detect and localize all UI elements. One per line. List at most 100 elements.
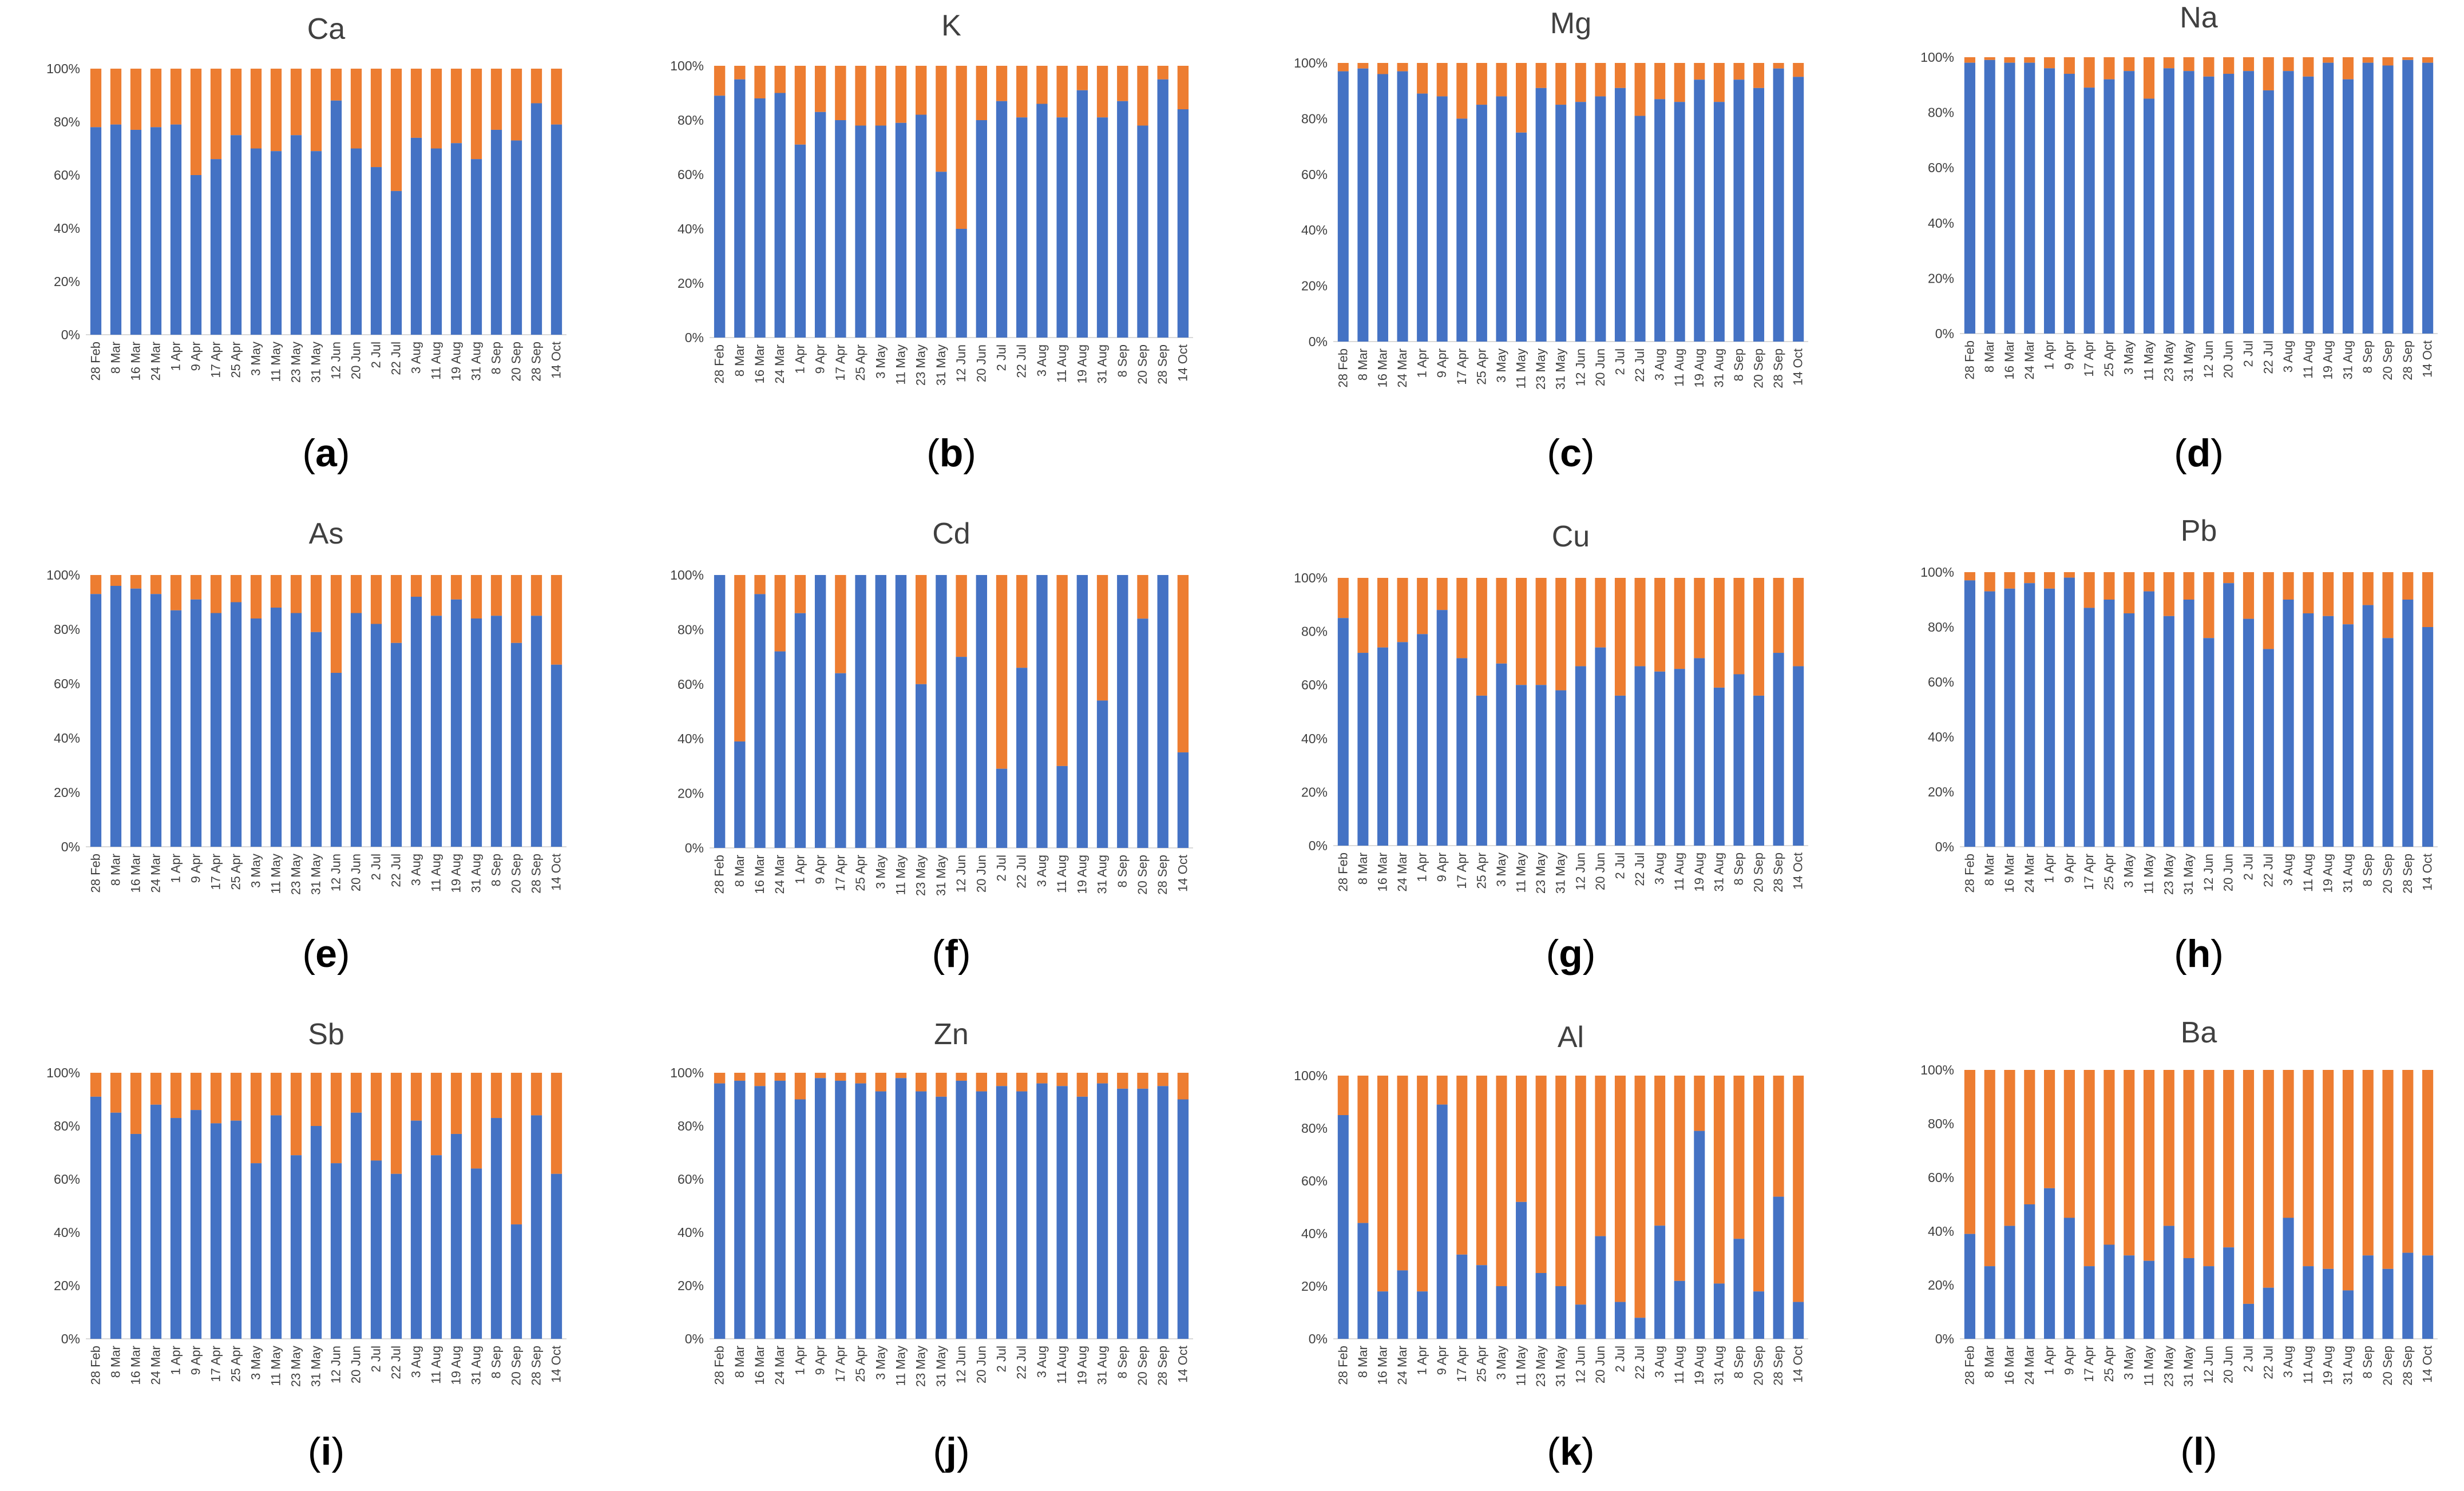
- bar-value: [470, 159, 482, 335]
- bar-remainder: [956, 575, 967, 657]
- x-tick-label: 1 Apr: [2042, 1346, 2057, 1375]
- x-tick-label: 24 Mar: [773, 1346, 787, 1385]
- x-tick-label: 31 May: [309, 854, 323, 895]
- x-tick-label: 11 Aug: [2301, 854, 2315, 892]
- bar-value: [1595, 647, 1606, 846]
- bar-remainder: [1793, 63, 1804, 77]
- bar-value: [450, 1133, 462, 1339]
- x-tick-label: 14 Oct: [1791, 348, 1805, 386]
- x-tick-label: 3 Aug: [2281, 340, 2295, 372]
- x-tick-label: 12 Jun: [1573, 348, 1587, 386]
- bar-value: [976, 575, 987, 848]
- bar-value: [170, 610, 182, 847]
- y-tick-label: 60%: [54, 168, 80, 183]
- x-tick-label: 20 Jun: [2221, 1346, 2236, 1383]
- x-tick-label: 3 May: [2122, 340, 2136, 375]
- y-tick-label: 100%: [670, 1065, 704, 1080]
- bar-remainder: [1575, 63, 1586, 102]
- bar-remainder: [1496, 1076, 1507, 1286]
- bar-value: [2362, 62, 2374, 334]
- bar-value: [2422, 62, 2434, 334]
- x-tick-label: 12 Jun: [954, 855, 968, 893]
- x-tick-label: 8 Sep: [2360, 340, 2375, 374]
- bar-value: [1357, 653, 1369, 846]
- bar-remainder: [1516, 578, 1527, 685]
- panel-letter: c: [1560, 431, 1582, 475]
- x-tick-label: 22 Jul: [389, 854, 403, 887]
- x-tick-label: 28 Feb: [712, 855, 727, 894]
- bar-value: [190, 175, 202, 335]
- y-tick-label: 20%: [1928, 1278, 1954, 1292]
- y-tick-label: 20%: [1928, 784, 1954, 799]
- bar-value: [2382, 638, 2394, 847]
- bar-remainder: [290, 69, 302, 136]
- x-tick-label: 31 May: [309, 1346, 323, 1387]
- x-tick-label: 28 Sep: [1155, 855, 1170, 895]
- bar-value: [1614, 695, 1626, 846]
- bar-value: [2163, 1226, 2174, 1339]
- bar-remainder: [1535, 1076, 1547, 1273]
- bar-value: [1654, 1226, 1666, 1339]
- bar-value: [1575, 1304, 1586, 1339]
- bar-remainder: [2024, 572, 2035, 584]
- x-tick-label: 31 Aug: [1095, 1346, 1110, 1385]
- bar-value: [450, 599, 462, 847]
- chart-panel-f: Cd 0% 20% 40% 60% 80% 100% 28 Feb 8 Mar 16 Mar 24 …: [670, 517, 1193, 976]
- x-tick-label: 24 Mar: [149, 1346, 163, 1385]
- bar-remainder: [2303, 1070, 2314, 1267]
- bar-remainder: [350, 1073, 362, 1113]
- bar-value: [996, 101, 1008, 338]
- bar-remainder: [330, 1073, 342, 1164]
- y-tick-label: 80%: [1928, 105, 1954, 120]
- x-tick-label: 3 Aug: [1653, 348, 1667, 380]
- x-tick-label: 2 Jul: [995, 344, 1009, 371]
- bar-remainder: [916, 575, 927, 684]
- x-tick-label: 20 Jun: [974, 344, 988, 382]
- bar-value: [2143, 1260, 2155, 1339]
- y-tick-label: 40%: [678, 1225, 704, 1240]
- bar-value: [370, 167, 382, 335]
- bar-value: [1753, 88, 1765, 342]
- bar-remainder: [1377, 1076, 1388, 1292]
- bar-remainder: [1177, 66, 1189, 109]
- bar-remainder: [2143, 57, 2155, 99]
- bar-value: [1595, 1236, 1606, 1339]
- x-tick-label: 11 May: [2142, 340, 2156, 381]
- bar-remainder: [1476, 578, 1487, 696]
- bar-value: [370, 624, 382, 847]
- bar-remainder: [1056, 66, 1068, 118]
- bar-value: [210, 1123, 222, 1339]
- bar-value: [2063, 1218, 2075, 1339]
- x-tick-label: 3 Aug: [2281, 1346, 2295, 1378]
- x-tick-label: 25 Apr: [229, 854, 243, 890]
- y-tick-label: 100%: [46, 61, 80, 76]
- x-tick-label: 17 Apr: [2082, 340, 2096, 377]
- bar-value: [1674, 102, 1685, 342]
- bar-value: [210, 613, 222, 847]
- x-tick-label: 19 Aug: [1075, 855, 1089, 894]
- bar-value: [170, 124, 182, 335]
- bar-remainder: [1595, 1076, 1606, 1236]
- bar-remainder: [1096, 66, 1108, 118]
- bar-remainder: [895, 1073, 907, 1078]
- x-tick-label: 19 Aug: [449, 1346, 464, 1385]
- bar-remainder: [1733, 1076, 1745, 1239]
- x-tick-label: 20 Sep: [1135, 855, 1150, 895]
- bar-value: [814, 575, 826, 848]
- x-tick-label: 17 Apr: [209, 854, 223, 890]
- y-tick-label: 40%: [1301, 1226, 1328, 1241]
- bar-value: [1634, 666, 1646, 846]
- y-tick-label: 20%: [678, 1278, 704, 1293]
- bar-remainder: [270, 69, 282, 152]
- x-tick-label: 20 Sep: [1752, 1346, 1766, 1386]
- bar-remainder: [230, 1073, 242, 1121]
- panel-label: (c): [1547, 431, 1594, 475]
- chart-panel-e: As 0% 20% 40% 60% 80% 100% 28 Feb 8 Mar 16 Mar 24 …: [46, 517, 567, 976]
- x-tick-label: 1 Apr: [169, 342, 183, 371]
- bar-value: [1984, 1266, 1995, 1339]
- x-tick-label: 12 Jun: [954, 1346, 968, 1383]
- bar-remainder: [2124, 57, 2135, 72]
- bar-value: [150, 127, 162, 335]
- bar-value: [794, 144, 806, 338]
